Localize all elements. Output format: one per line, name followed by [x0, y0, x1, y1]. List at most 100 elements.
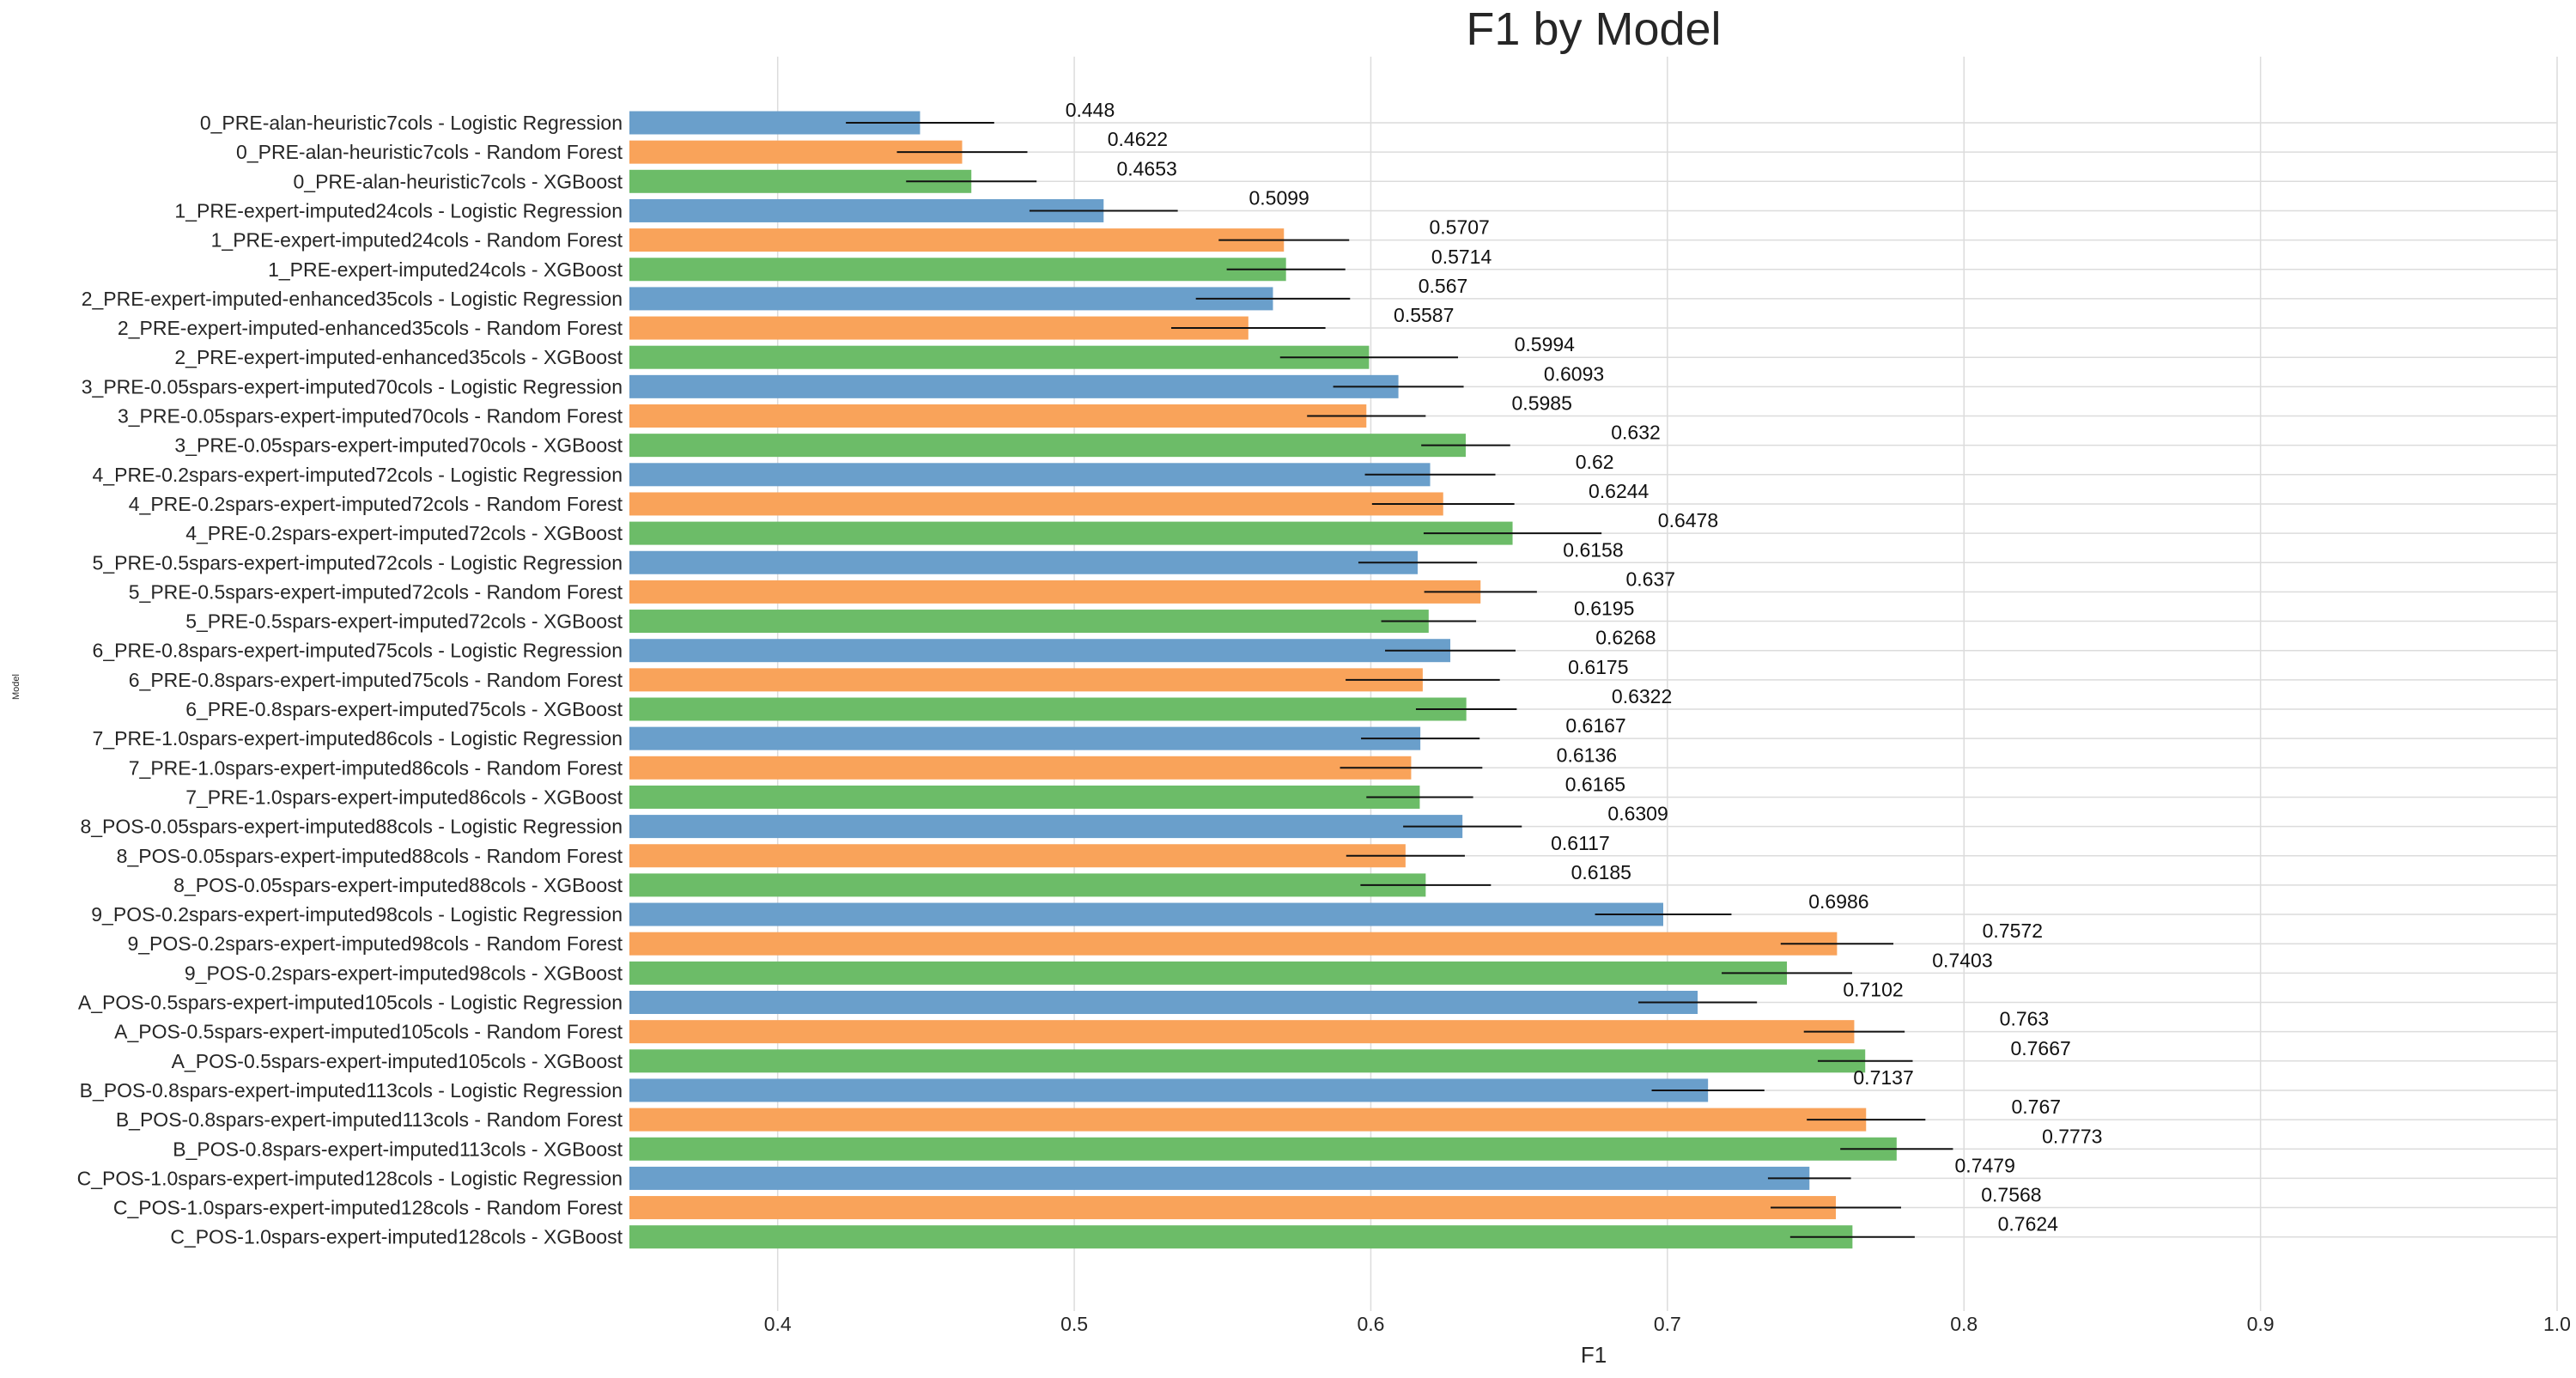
bar — [629, 374, 1399, 398]
y-tick-label: 8_POS-0.05spars-expert-imputed88cols - R… — [117, 845, 623, 867]
value-label: 0.567 — [1419, 275, 1468, 297]
y-tick-label: 3_PRE-0.05spars-expert-imputed70cols - R… — [118, 405, 623, 428]
y-tick-label: 4_PRE-0.2spars-expert-imputed72cols - Lo… — [93, 464, 623, 486]
bar — [629, 961, 1788, 985]
value-label: 0.6093 — [1544, 362, 1604, 385]
bar — [629, 873, 1426, 897]
y-tick-label: 1_PRE-expert-imputed24cols - Random Fore… — [211, 229, 623, 252]
bar — [629, 668, 1423, 692]
value-label: 0.448 — [1066, 99, 1115, 121]
bar — [629, 815, 1463, 839]
value-label: 0.6185 — [1571, 861, 1631, 883]
y-tick-label: 0_PRE-alan-heuristic7cols - XGBoost — [294, 170, 623, 192]
chart-title: F1 by Model — [1466, 3, 1721, 55]
value-label: 0.632 — [1611, 422, 1661, 444]
bar — [629, 991, 1698, 1014]
bar — [629, 287, 1273, 311]
y-tick-label: C_POS-1.0spars-expert-imputed128cols - L… — [77, 1167, 623, 1189]
y-tick-label: 0_PRE-alan-heuristic7cols - Random Fores… — [236, 141, 623, 163]
bar — [629, 1108, 1867, 1132]
error-bars — [846, 122, 1953, 1238]
bar — [629, 434, 1466, 458]
bar — [629, 258, 1286, 282]
value-label: 0.5587 — [1394, 304, 1454, 326]
bar — [629, 639, 1451, 663]
y-tick-label: 2_PRE-expert-imputed-enhanced35cols - Ra… — [118, 317, 623, 339]
y-tick-label: 3_PRE-0.05spars-expert-imputed70cols - L… — [82, 375, 623, 398]
x-axis-label: F1 — [1581, 1342, 1607, 1368]
x-tick-label: 0.6 — [1357, 1313, 1384, 1335]
bar — [629, 463, 1431, 487]
value-label: 0.6322 — [1612, 685, 1672, 707]
value-label: 0.6195 — [1574, 598, 1634, 620]
x-tick-label: 0.4 — [764, 1313, 792, 1335]
bar — [629, 726, 1421, 750]
y-tick-label: 2_PRE-expert-imputed-enhanced35cols - XG… — [174, 346, 623, 368]
value-label: 0.5707 — [1430, 216, 1490, 239]
value-label: 0.5714 — [1431, 246, 1492, 268]
bar — [629, 580, 1481, 604]
value-label: 0.7479 — [1955, 1154, 2015, 1176]
bar — [629, 756, 1412, 780]
value-label: 0.6136 — [1557, 744, 1617, 766]
y-tick-label: 1_PRE-expert-imputed24cols - Logistic Re… — [174, 199, 623, 222]
value-label: 0.7773 — [2042, 1125, 2102, 1147]
x-tick-labels: 0.4 0.5 0.6 0.7 0.8 0.9 1.0 — [764, 1313, 2571, 1335]
value-label: 0.6268 — [1595, 627, 1656, 649]
y-tick-label: 2_PRE-expert-imputed-enhanced35cols - Lo… — [82, 288, 623, 310]
y-tick-label: C_POS-1.0spars-expert-imputed128cols - X… — [170, 1226, 623, 1248]
y-tick-label: 6_PRE-0.8spars-expert-imputed75cols - Lo… — [93, 640, 623, 662]
bar — [629, 1225, 1853, 1249]
bar — [629, 697, 1467, 721]
y-tick-label: B_POS-0.8spars-expert-imputed113cols - L… — [80, 1079, 623, 1102]
bar — [629, 1049, 1866, 1073]
bar — [629, 1166, 1810, 1190]
bar — [629, 932, 1838, 956]
value-label: 0.7568 — [1981, 1184, 2041, 1206]
value-label: 0.763 — [2000, 1008, 2050, 1030]
y-tick-label: 8_POS-0.05spars-expert-imputed88cols - L… — [80, 816, 623, 838]
y-tick-label: 0_PRE-alan-heuristic7cols - Logistic Reg… — [200, 112, 623, 134]
y-tick-label: 7_PRE-1.0spars-expert-imputed86cols - Ra… — [129, 756, 623, 779]
value-label: 0.6244 — [1589, 480, 1649, 502]
y-tick-label: 6_PRE-0.8spars-expert-imputed75cols - Ra… — [129, 669, 623, 691]
value-label: 0.4622 — [1108, 128, 1168, 150]
y-tick-label: A_POS-0.5spars-expert-imputed105cols - R… — [114, 1021, 623, 1043]
y-tick-label: A_POS-0.5spars-expert-imputed105cols - X… — [172, 1050, 623, 1072]
y-tick-label: A_POS-0.5spars-expert-imputed105cols - L… — [78, 992, 623, 1014]
value-label: 0.6309 — [1607, 803, 1668, 825]
value-label: 0.7102 — [1843, 979, 1903, 1001]
value-label: 0.62 — [1576, 451, 1614, 473]
bar — [629, 550, 1419, 574]
bar — [629, 785, 1420, 809]
bar — [629, 1020, 1855, 1044]
bar — [629, 198, 1104, 222]
value-label: 0.637 — [1625, 568, 1675, 590]
x-tick-label: 0.8 — [1950, 1313, 1978, 1335]
y-tick-label: 9_POS-0.2spars-expert-imputed98cols - XG… — [185, 962, 623, 984]
x-tick-label: 0.9 — [2247, 1313, 2275, 1335]
value-label: 0.6478 — [1658, 509, 1718, 531]
bar — [629, 521, 1513, 545]
y-tick-label: 8_POS-0.05spars-expert-imputed88cols - X… — [173, 874, 623, 896]
value-label: 0.767 — [2011, 1096, 2061, 1118]
value-label: 0.6165 — [1565, 773, 1625, 795]
y-tick-label: 4_PRE-0.2spars-expert-imputed72cols - XG… — [185, 522, 623, 544]
y-tick-label: 1_PRE-expert-imputed24cols - XGBoost — [268, 258, 623, 281]
y-tick-label: B_POS-0.8spars-expert-imputed113cols - X… — [173, 1138, 623, 1160]
bar — [629, 492, 1443, 516]
y-tick-label: 4_PRE-0.2spars-expert-imputed72cols - Ra… — [129, 493, 623, 515]
value-label: 0.4653 — [1116, 157, 1176, 179]
value-label: 0.6158 — [1563, 538, 1623, 561]
value-label: 0.6986 — [1808, 890, 1868, 913]
y-tick-label: 3_PRE-0.05spars-expert-imputed70cols - X… — [174, 434, 623, 457]
value-label: 0.7624 — [1998, 1213, 2059, 1235]
bar — [629, 228, 1285, 252]
y-tick-label: 5_PRE-0.5spars-expert-imputed72cols - Lo… — [93, 551, 623, 574]
y-tick-label: 9_POS-0.2spars-expert-imputed98cols - Ra… — [127, 932, 623, 955]
y-tick-label: C_POS-1.0spars-expert-imputed128cols - R… — [113, 1197, 623, 1219]
y-tick-label: 6_PRE-0.8spars-expert-imputed75cols - XG… — [185, 698, 623, 720]
x-tick-label: 0.5 — [1060, 1313, 1088, 1335]
